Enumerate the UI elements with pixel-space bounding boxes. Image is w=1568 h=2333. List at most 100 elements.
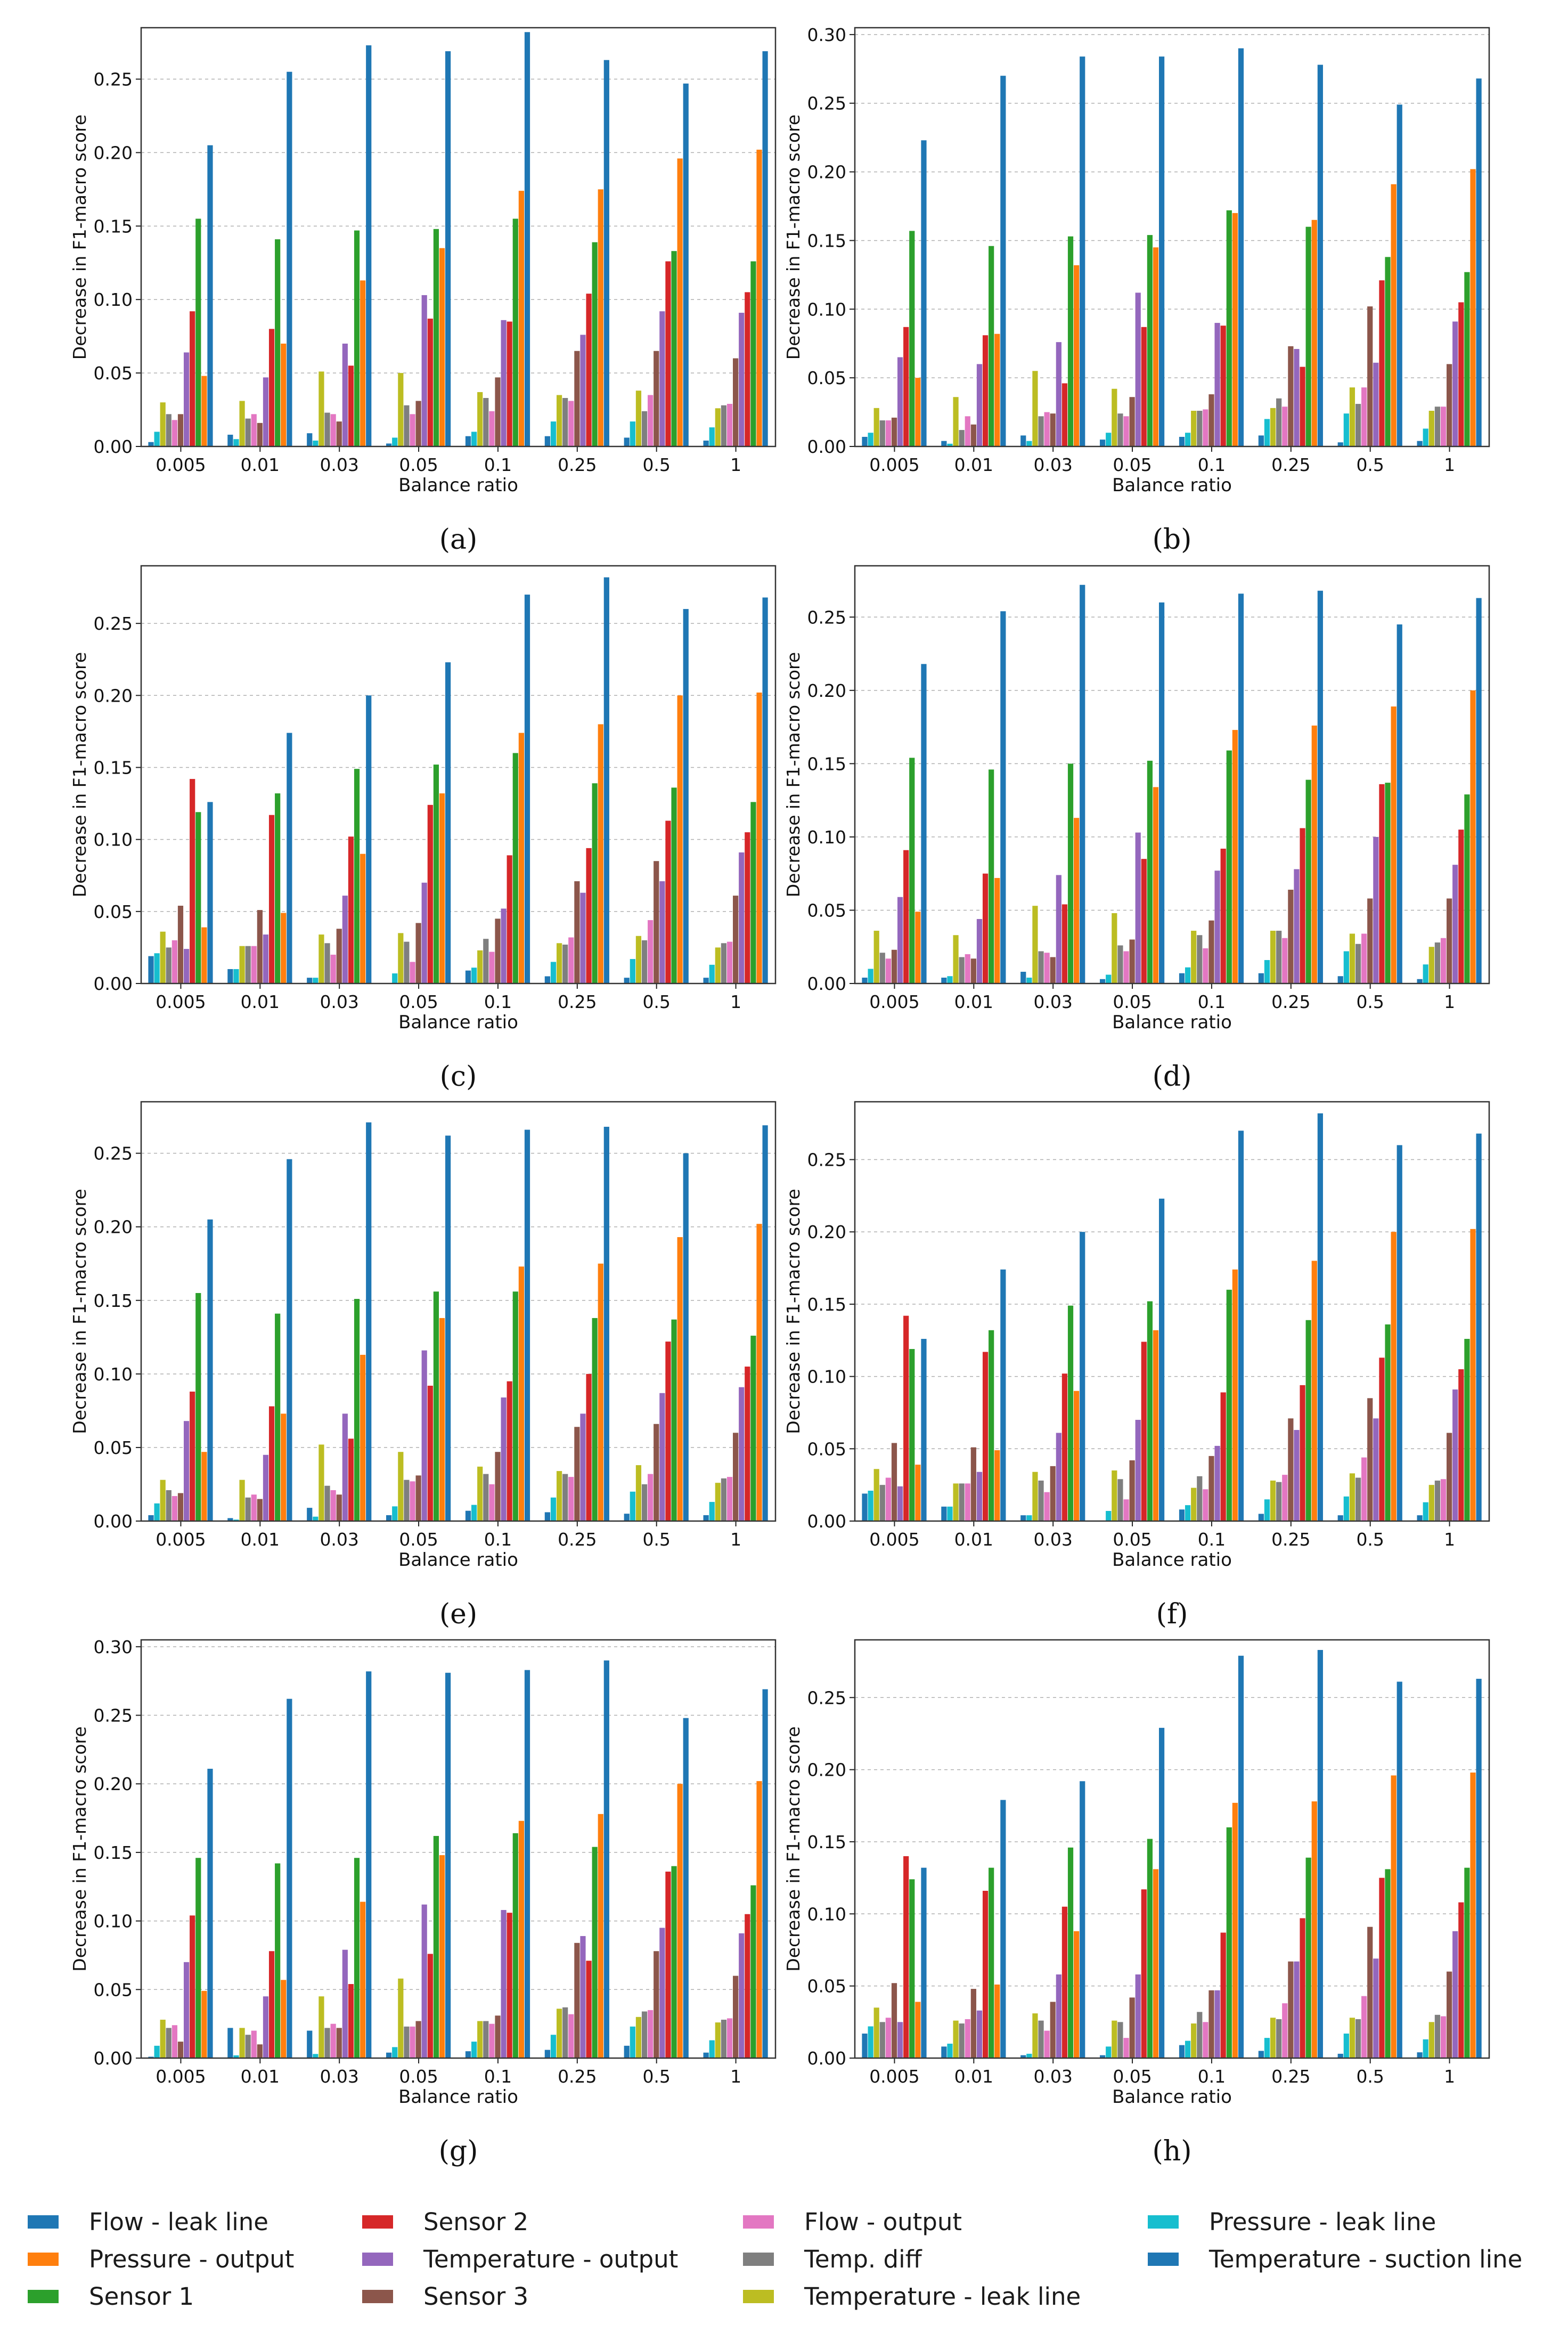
plot-frame [140, 1639, 777, 2059]
x-axis-label: Balance ratio [1112, 1012, 1232, 1033]
bar [715, 408, 721, 446]
legend-label: Sensor 3 [423, 2282, 529, 2311]
bar [483, 1474, 489, 1521]
bar [1343, 1496, 1349, 1521]
bar [580, 335, 586, 446]
bar [1305, 1857, 1311, 2058]
bar [1355, 2019, 1361, 2058]
bar [556, 2009, 562, 2058]
bar [641, 411, 648, 446]
bar [275, 239, 281, 446]
y-tick-label: 0.15 [807, 1832, 846, 1852]
bar [1232, 1802, 1238, 2058]
bar [909, 1879, 915, 2058]
bar [1032, 906, 1038, 983]
bar [635, 1465, 642, 1521]
bar [1379, 280, 1385, 446]
bar [1417, 441, 1423, 446]
bar [994, 1984, 1000, 2058]
bar [1080, 56, 1085, 447]
bar [1080, 1781, 1085, 2058]
bar [1106, 974, 1112, 983]
bar [1428, 411, 1434, 446]
x-tick-label: 0.01 [954, 1529, 993, 1550]
bar [1434, 942, 1441, 983]
bar [1050, 2002, 1056, 2058]
x-tick-label: 1 [730, 1529, 741, 1550]
bar [257, 910, 263, 983]
bar [1020, 1515, 1026, 1521]
bar [1044, 412, 1050, 446]
bar [909, 758, 915, 983]
bar [507, 321, 512, 446]
bar [257, 2044, 263, 2058]
bar [891, 1443, 897, 1521]
bar [750, 261, 756, 446]
bar [1026, 978, 1032, 983]
bar [1452, 1931, 1458, 2058]
x-tick-label: 0.25 [1271, 454, 1310, 475]
bar [263, 934, 269, 983]
bar [275, 793, 281, 983]
bar [965, 2019, 970, 2058]
bar [1214, 323, 1220, 446]
bar [709, 427, 715, 446]
bar [1153, 787, 1159, 983]
bar [562, 397, 568, 446]
bar [1270, 2018, 1276, 2058]
bar [465, 1510, 471, 1521]
bar [307, 433, 313, 446]
plot-frame [140, 565, 777, 985]
bar [1385, 1869, 1391, 2058]
bar [1470, 1773, 1476, 2058]
bar [1061, 904, 1068, 983]
y-tick-label: 0.10 [94, 1364, 133, 1385]
bar [1440, 2016, 1447, 2058]
bar [1000, 76, 1006, 446]
bar [477, 950, 483, 983]
legend-label: Flow - leak line [89, 2207, 268, 2236]
bar [386, 2052, 392, 2058]
panel-label: (c) [440, 1061, 477, 1093]
bar [683, 83, 689, 447]
bar [648, 1474, 654, 1521]
bar [1337, 442, 1343, 446]
x-tick-label: 0.1 [484, 454, 512, 475]
y-tick-label: 0.00 [94, 973, 133, 994]
bar [947, 1506, 953, 1521]
bar [1470, 690, 1476, 983]
bar [313, 440, 318, 446]
bar [1270, 930, 1276, 983]
legend-swatch [362, 2252, 393, 2266]
legend-label: Temperature - suction line [1209, 2245, 1523, 2273]
bar [336, 421, 342, 446]
bar [762, 1689, 768, 2058]
bar [433, 229, 439, 446]
bar [1032, 2013, 1038, 2058]
bar [1337, 976, 1343, 983]
x-tick-label: 1 [730, 454, 741, 475]
bar [885, 958, 891, 983]
bar [1361, 1457, 1367, 1521]
plot-frame [854, 565, 1490, 985]
bar [281, 1413, 287, 1521]
bar [154, 2045, 160, 2058]
bar [201, 1452, 207, 1521]
bar [342, 1949, 348, 2058]
bar [287, 71, 292, 447]
bar [227, 2028, 233, 2058]
bar [1080, 1232, 1085, 1521]
bar [1020, 435, 1026, 446]
bar [721, 2019, 727, 2058]
bar [160, 1480, 166, 1521]
bar [733, 1976, 739, 2058]
bar [524, 1129, 530, 1521]
bar [1282, 407, 1288, 446]
bar [512, 1833, 518, 2058]
x-tick-label: 1 [730, 991, 741, 1012]
bar [709, 1502, 715, 1521]
bar [227, 969, 233, 983]
bar [592, 1318, 598, 1521]
y-tick-label: 0.25 [807, 93, 846, 114]
bar [574, 1427, 580, 1521]
